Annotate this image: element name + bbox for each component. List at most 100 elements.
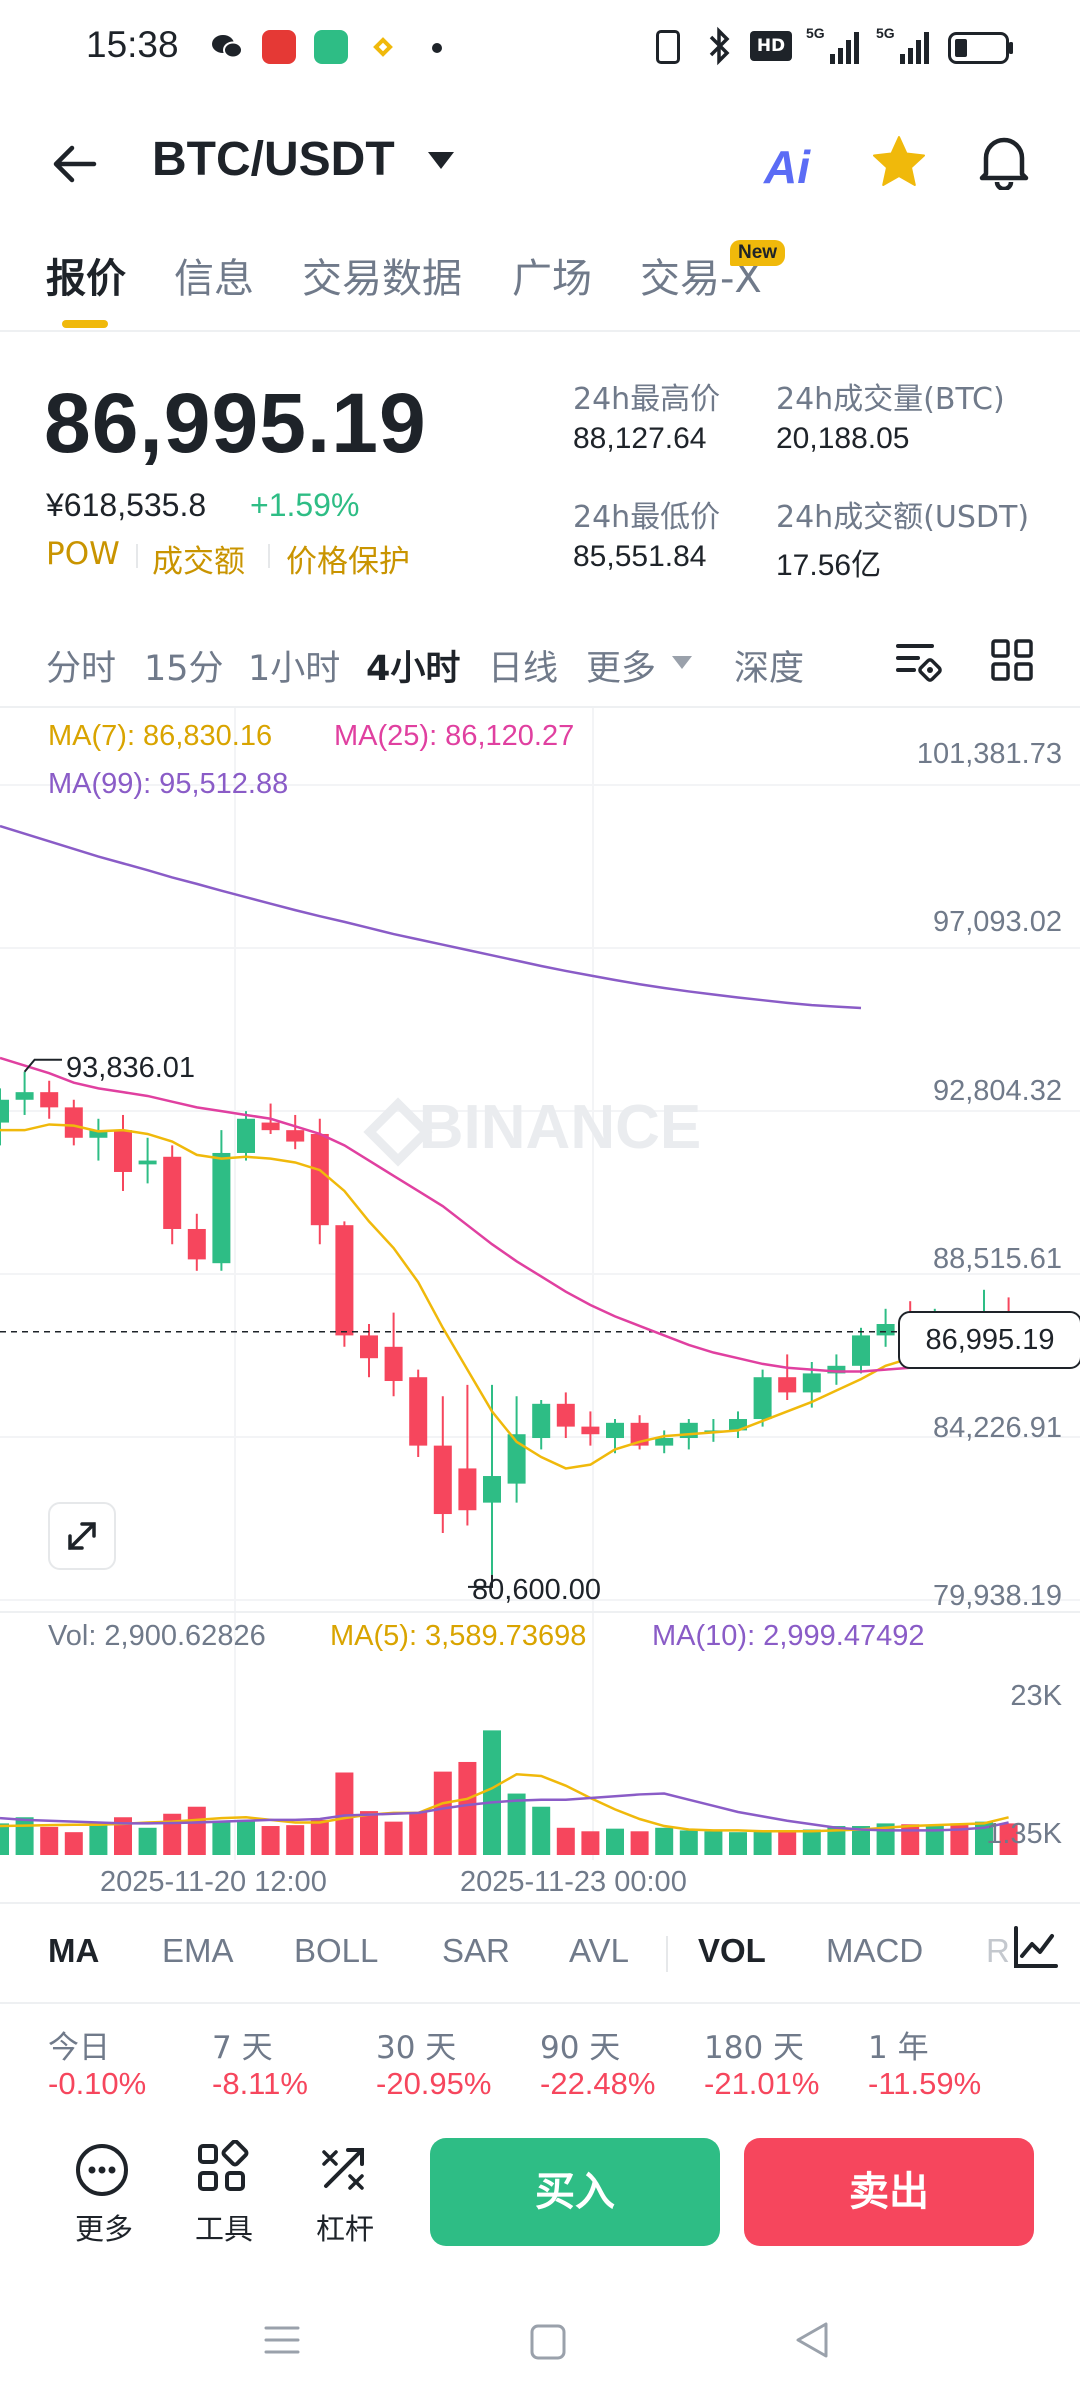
- high-marker-line: [23, 1058, 62, 1073]
- indicator-settings-icon[interactable]: [1010, 1922, 1070, 1978]
- candle-body: [507, 1434, 526, 1484]
- interval-4h[interactable]: 4小时: [366, 649, 461, 689]
- volume-btc-value: 20,188.05: [776, 422, 910, 455]
- chart-settings-icon[interactable]: [894, 638, 942, 688]
- perf-value: -22.48%: [540, 2066, 656, 2101]
- volume-bar: [901, 1824, 920, 1855]
- tools-grid-icon: [198, 2139, 249, 2191]
- interval-more[interactable]: 更多: [586, 649, 657, 689]
- volume-bar: [433, 1771, 452, 1855]
- candle-body: [138, 1160, 157, 1165]
- candle-body: [433, 1445, 452, 1515]
- volume-bar: [15, 1817, 34, 1855]
- tabs-divider: [0, 330, 1080, 332]
- turnover-usdt-value: 17.56亿: [776, 549, 882, 582]
- volume-bar: [852, 1826, 870, 1855]
- volume-bar: [64, 1832, 83, 1855]
- active-tab-indicator: [62, 320, 108, 328]
- volume-bar: [581, 1831, 600, 1855]
- more-caret-icon[interactable]: [672, 656, 692, 669]
- indicator-macd[interactable]: MACD: [826, 1932, 924, 1969]
- interval-depth[interactable]: 深度: [734, 649, 805, 689]
- volume-bar: [187, 1806, 206, 1855]
- layout-grid-icon[interactable]: [990, 638, 1034, 686]
- indicator-ema[interactable]: EMA: [162, 1932, 234, 1969]
- ai-assistant-icon[interactable]: Ai: [764, 141, 810, 193]
- nav-menu-icon[interactable]: [262, 2322, 302, 2362]
- back-arrow-icon[interactable]: [48, 138, 100, 190]
- tab-quote[interactable]: 报价: [46, 256, 126, 302]
- cny-price: ¥618,535.8: [46, 487, 207, 523]
- battery-icon: [948, 32, 1014, 68]
- price-axis-label: 92,804.32: [932, 1075, 1062, 1107]
- ma7-legend: MA(7): 86,830.16: [48, 720, 273, 752]
- tag-pow[interactable]: POW: [46, 536, 120, 572]
- nav-back-icon[interactable]: [792, 2320, 832, 2364]
- indicator-ma[interactable]: MA: [48, 1932, 100, 1969]
- more-button[interactable]: [72, 2140, 140, 2250]
- buy-button[interactable]: 买入: [430, 2138, 720, 2246]
- leverage-button[interactable]: [316, 2140, 380, 2250]
- tag-price-protection[interactable]: 价格保护: [286, 544, 410, 580]
- tools-button[interactable]: [194, 2139, 258, 2250]
- expand-chart-button[interactable]: [48, 1502, 116, 1570]
- perf-label: 180 天: [704, 2030, 805, 2066]
- candle-body: [114, 1130, 132, 1172]
- interval-1d[interactable]: 日线: [488, 649, 559, 689]
- ma99-legend: MA(99): 95,512.88: [48, 768, 289, 800]
- tab-info[interactable]: 信息: [174, 256, 254, 302]
- pair-title[interactable]: BTC/USDT: [152, 133, 395, 186]
- candle-body: [335, 1225, 354, 1336]
- volume-bar: [827, 1826, 846, 1855]
- interval-time[interactable]: 分时: [46, 649, 117, 689]
- price-axis-label: 97,093.02: [932, 906, 1062, 938]
- candle-body: [384, 1346, 403, 1382]
- volume-bar: [40, 1826, 59, 1855]
- interval-1h[interactable]: 1小时: [248, 649, 341, 689]
- candle-body: [64, 1107, 83, 1138]
- candle-body: [261, 1122, 280, 1131]
- perf-label: 90 天: [540, 2030, 621, 2066]
- svg-text:5G: 5G: [876, 25, 895, 41]
- indicator-avl[interactable]: AVL: [569, 1932, 629, 1969]
- price-axis-label: 101,381.73: [916, 738, 1062, 770]
- binance-watermark-logo-icon: [363, 1097, 433, 1167]
- volume-bar: [925, 1825, 944, 1855]
- indicator-sar[interactable]: SAR: [442, 1932, 510, 1969]
- leverage-icon: [322, 2148, 364, 2190]
- volume-bar: [163, 1813, 182, 1855]
- pair-dropdown-icon[interactable]: [428, 152, 454, 169]
- candle-body: [310, 1133, 329, 1226]
- volume-bar: [89, 1822, 108, 1855]
- interval-15m[interactable]: 15分: [144, 649, 224, 689]
- tab-trading-data[interactable]: 交易数据: [302, 256, 462, 302]
- bluetooth-icon: [706, 26, 732, 70]
- sell-button[interactable]: 卖出: [744, 2138, 1034, 2246]
- candle-body: [0, 1099, 9, 1123]
- volume-bar: [138, 1827, 157, 1855]
- perf-label: 30 天: [376, 2030, 457, 2066]
- nav-home-icon[interactable]: [528, 2322, 568, 2366]
- tag-separator: [268, 544, 270, 568]
- indicator-boll[interactable]: BOLL: [294, 1932, 379, 1969]
- volume-bar: [999, 1823, 1018, 1855]
- bell-icon[interactable]: [976, 130, 1032, 194]
- candle-body: [237, 1118, 255, 1153]
- favorite-star-icon[interactable]: [870, 134, 928, 194]
- low-marker-line: [468, 1574, 493, 1588]
- status-bar: 15:38 HD 5G 5G: [0, 0, 1080, 96]
- indicator-rsi[interactable]: R: [986, 1932, 1010, 1969]
- indicator-vol[interactable]: VOL: [698, 1932, 766, 1969]
- candle-body: [778, 1377, 797, 1393]
- candle-body: [827, 1365, 846, 1374]
- interval-divider: [0, 706, 1080, 708]
- volume-bar: [335, 1772, 354, 1855]
- toutiao-icon: [262, 30, 296, 64]
- tab-square[interactable]: 广场: [512, 256, 592, 302]
- ma99-line: [0, 824, 862, 1010]
- price-axis-label: 79,938.19: [932, 1580, 1062, 1612]
- tag-turnover[interactable]: 成交额: [152, 544, 245, 580]
- volume-bar: [458, 1761, 477, 1855]
- candlestick-chart[interactable]: BINANCE: [0, 705, 1080, 1865]
- hd-icon: HD: [750, 31, 792, 61]
